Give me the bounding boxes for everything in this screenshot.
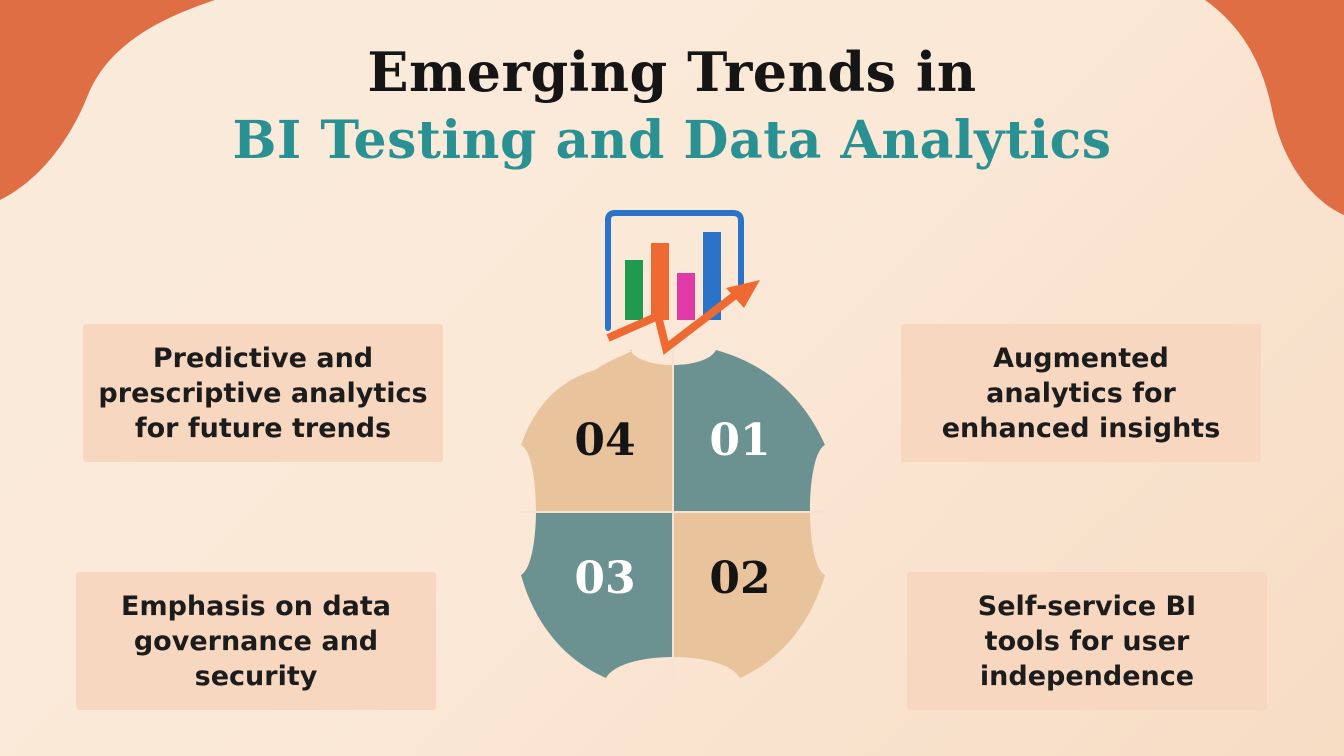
top-left-corner-blob: [0, 0, 215, 200]
bar-blue: [703, 232, 721, 320]
chart-frame: [605, 210, 744, 331]
quadrant-number-02: 02: [709, 553, 771, 604]
quadrant-number-04: 04: [574, 415, 636, 466]
trend-arrow: [606, 289, 741, 355]
trend-card-03: Emphasis on data governance and security: [76, 572, 436, 710]
trend-card-01: Augmented analytics for enhanced insight…: [901, 324, 1261, 462]
bar-green: [625, 260, 643, 320]
page-subtitle: BI Testing and Data Analytics: [232, 110, 1112, 171]
top-right-corner-blob: [1205, 0, 1344, 215]
page-title: Emerging Trends in: [367, 40, 977, 104]
trend-card-04: Predictive and prescriptive analytics fo…: [83, 324, 443, 462]
bar-orange: [651, 243, 669, 320]
bar-pink: [677, 273, 695, 320]
puzzle-quadrants: [520, 350, 826, 680]
trend-arrowhead: [726, 280, 760, 308]
quadrant-number-03: 03: [574, 553, 636, 604]
trend-card-02: Self-service BI tools for user independe…: [907, 572, 1267, 710]
bar-chart-trend-up-icon: [605, 210, 760, 355]
quadrant-number-01: 01: [709, 415, 771, 466]
